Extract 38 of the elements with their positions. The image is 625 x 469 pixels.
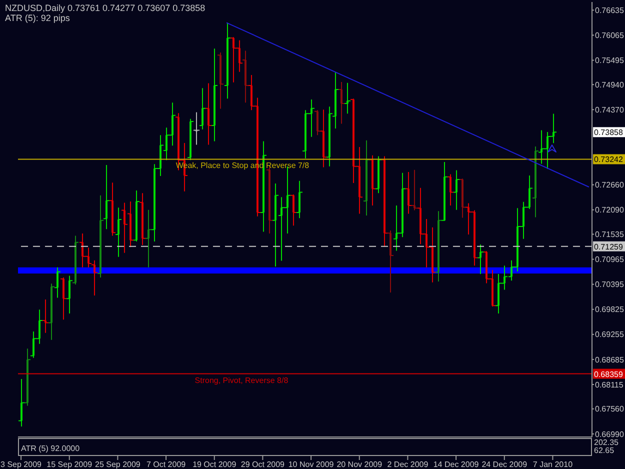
- annotation: 0.71259: [594, 242, 624, 252]
- x-tick-label: 7 Jan 2010: [532, 460, 574, 469]
- y-tick-label: 0.69825: [595, 305, 624, 314]
- ref-line-label: Strong, Pivot, Reverse 8/8: [194, 376, 289, 385]
- x-tick-label: 7 Oct 2009: [146, 460, 186, 469]
- x-tick-label: 10 Nov 2009: [288, 460, 334, 469]
- y-tick-label: 0.66990: [595, 430, 624, 439]
- x-tick-label: 25 Sep 2009: [95, 460, 141, 469]
- y-tick-label: 0.68115: [595, 380, 624, 390]
- annotation: 0.68359: [594, 370, 624, 379]
- text: 62.65: [594, 446, 614, 455]
- x-tick-label: 24 Dec 2009: [482, 460, 528, 469]
- y-tick-label: 0.70395: [595, 280, 624, 290]
- x-tick-label: 29 Oct 2009: [240, 460, 286, 469]
- text: ATR (5) 92.0000: [21, 444, 80, 453]
- x-tick-label: 15 Sep 2009: [46, 460, 93, 469]
- y-tick-label: 0.68685: [595, 355, 624, 364]
- y-tick-label: 0.72660: [595, 180, 624, 190]
- x-tick-label: 14 Dec 2009: [433, 460, 480, 469]
- x-tick-label: 3 Sep 2009: [0, 460, 42, 469]
- y-tick-label: 0.69255: [595, 330, 624, 340]
- y-tick-label: 0.67560: [595, 404, 624, 414]
- y-tick-label: 0.72090: [595, 206, 624, 215]
- y-tick-label: 0.74940: [595, 80, 624, 90]
- x-tick-label: 20 Nov 2009: [336, 460, 383, 469]
- text: 202.35: [594, 438, 618, 447]
- annotation: 0.73858: [594, 128, 624, 138]
- y-tick-label: 0.75495: [595, 56, 624, 66]
- y-tick-label: 0.76065: [595, 31, 624, 40]
- annotation: 0.73242: [594, 155, 624, 164]
- text: ATR (5): 92 pips: [5, 13, 70, 23]
- y-tick-label: 0.70965: [595, 255, 624, 264]
- x-tick-label: 19 Oct 2009: [192, 460, 237, 469]
- y-tick-label: 0.74370: [595, 105, 624, 114]
- x-tick-label: 2 Dec 2009: [387, 460, 429, 469]
- chart-title: NZDUSD,Daily 0.73761 0.74277 0.73607 0.73858: [5, 3, 206, 13]
- y-tick-label: 0.71535: [595, 230, 624, 240]
- y-tick-label: 0.76635: [595, 6, 624, 15]
